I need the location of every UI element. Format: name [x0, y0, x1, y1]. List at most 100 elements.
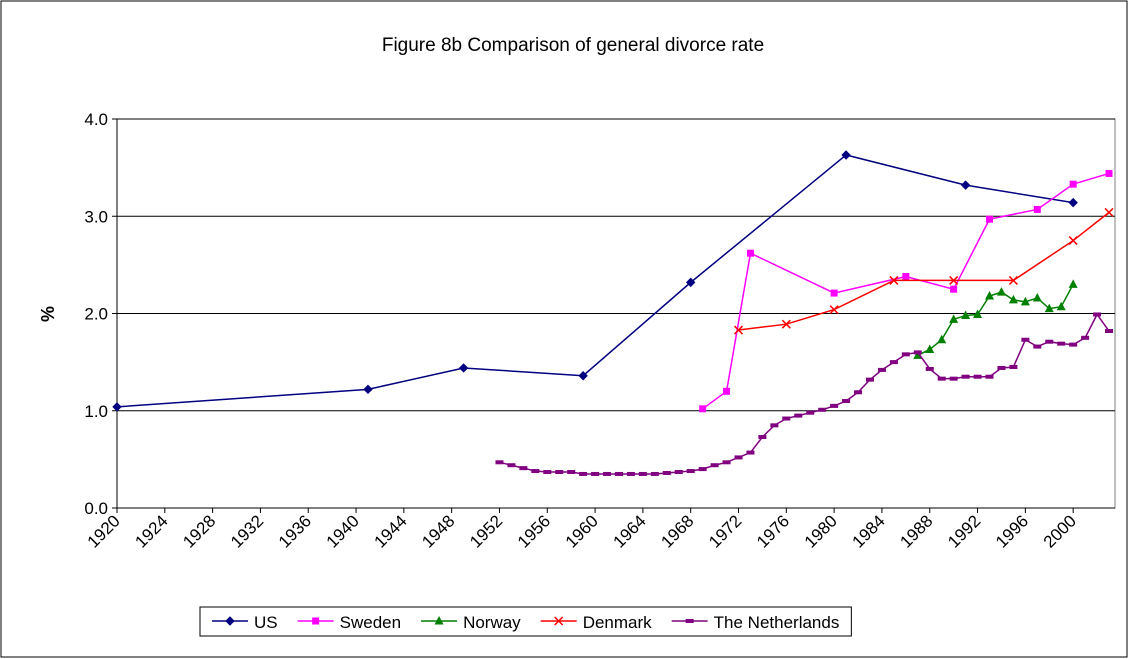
marker	[686, 469, 695, 474]
marker	[794, 413, 803, 418]
legend-label: US	[254, 613, 278, 632]
marker-shape	[1008, 294, 1018, 304]
series-line	[738, 211, 1110, 331]
marker	[579, 471, 588, 476]
marker-shape	[1105, 169, 1113, 177]
marker	[685, 619, 694, 623]
marker	[854, 390, 863, 395]
legend-label: Norway	[463, 613, 521, 632]
marker	[949, 275, 959, 285]
marker-shape	[973, 309, 983, 318]
marker	[1033, 344, 1042, 349]
marker-shape	[734, 455, 743, 460]
legend: US Sweden Norway Denmark The Netherlands	[199, 606, 852, 637]
marker	[996, 287, 1006, 296]
marker	[1008, 294, 1018, 304]
marker	[985, 290, 995, 300]
marker	[1021, 337, 1030, 342]
marker-shape	[591, 471, 600, 476]
marker-shape	[1057, 341, 1066, 346]
marker	[865, 377, 874, 382]
marker-shape	[973, 374, 982, 379]
marker	[889, 275, 899, 285]
marker-shape	[699, 405, 707, 413]
marker-shape	[1021, 337, 1030, 342]
marker	[722, 460, 731, 465]
marker-shape	[950, 285, 958, 293]
marker	[1068, 236, 1078, 246]
marker	[1068, 197, 1078, 208]
marker-shape	[626, 471, 635, 476]
marker-shape	[1068, 279, 1078, 288]
marker	[1104, 207, 1114, 217]
marker-shape	[806, 410, 815, 415]
marker	[458, 363, 469, 373]
marker	[973, 374, 982, 379]
marker	[949, 376, 958, 381]
marker	[949, 314, 959, 323]
marker	[495, 460, 504, 465]
marker	[1009, 364, 1018, 369]
marker	[733, 325, 744, 335]
marker	[519, 466, 528, 471]
marker-shape	[1093, 312, 1102, 317]
marker	[889, 360, 898, 365]
marker	[1020, 296, 1030, 306]
marker-shape	[889, 275, 899, 285]
marker-shape	[949, 376, 958, 381]
marker	[758, 435, 767, 440]
marker	[1081, 335, 1090, 340]
marker-shape	[913, 350, 922, 355]
marker-shape	[830, 289, 838, 297]
marker	[734, 455, 743, 460]
marker-shape	[1068, 197, 1078, 208]
marker-shape	[312, 617, 320, 625]
marker-shape	[650, 471, 659, 476]
marker	[685, 277, 696, 288]
marker	[830, 403, 839, 408]
marker-shape	[925, 344, 935, 353]
y-axis-label: %	[38, 306, 58, 322]
marker	[950, 285, 958, 293]
marker-shape	[1069, 342, 1078, 347]
marker	[746, 249, 754, 257]
marker	[1033, 205, 1041, 213]
marker-shape	[507, 463, 516, 468]
marker	[638, 471, 647, 476]
marker-shape	[578, 371, 588, 381]
series-line	[499, 313, 1110, 475]
marker-shape	[889, 360, 898, 365]
marker-shape	[829, 305, 839, 315]
marker	[626, 471, 635, 476]
marker	[961, 374, 970, 379]
marker	[603, 471, 612, 476]
marker-shape	[579, 471, 588, 476]
marker	[591, 471, 600, 476]
marker-shape	[555, 470, 564, 475]
marker-shape	[949, 314, 959, 323]
marker	[986, 215, 994, 223]
marker	[842, 399, 851, 404]
marker-shape	[901, 352, 910, 357]
marker-shape	[758, 435, 767, 440]
marker-shape	[674, 470, 683, 475]
marker-shape	[1044, 303, 1054, 313]
y-tick-label: 2.0	[84, 305, 108, 324]
marker	[1044, 303, 1054, 313]
marker-shape	[854, 390, 863, 395]
marker-shape	[1081, 335, 1090, 340]
marker	[1069, 180, 1077, 188]
marker	[937, 376, 946, 381]
marker	[674, 470, 683, 475]
marker-shape	[841, 150, 851, 160]
marker	[1032, 292, 1042, 302]
marker-shape	[1033, 205, 1041, 213]
marker	[363, 384, 373, 395]
marker	[1008, 275, 1018, 285]
y-tick-label: 3.0	[84, 207, 108, 226]
marker-shape	[782, 416, 791, 421]
y-tick-label: 1.0	[84, 402, 108, 421]
marker	[960, 180, 971, 190]
marker	[902, 273, 910, 281]
chart-title: Figure 8b Comparison of general divorce …	[382, 35, 764, 56]
